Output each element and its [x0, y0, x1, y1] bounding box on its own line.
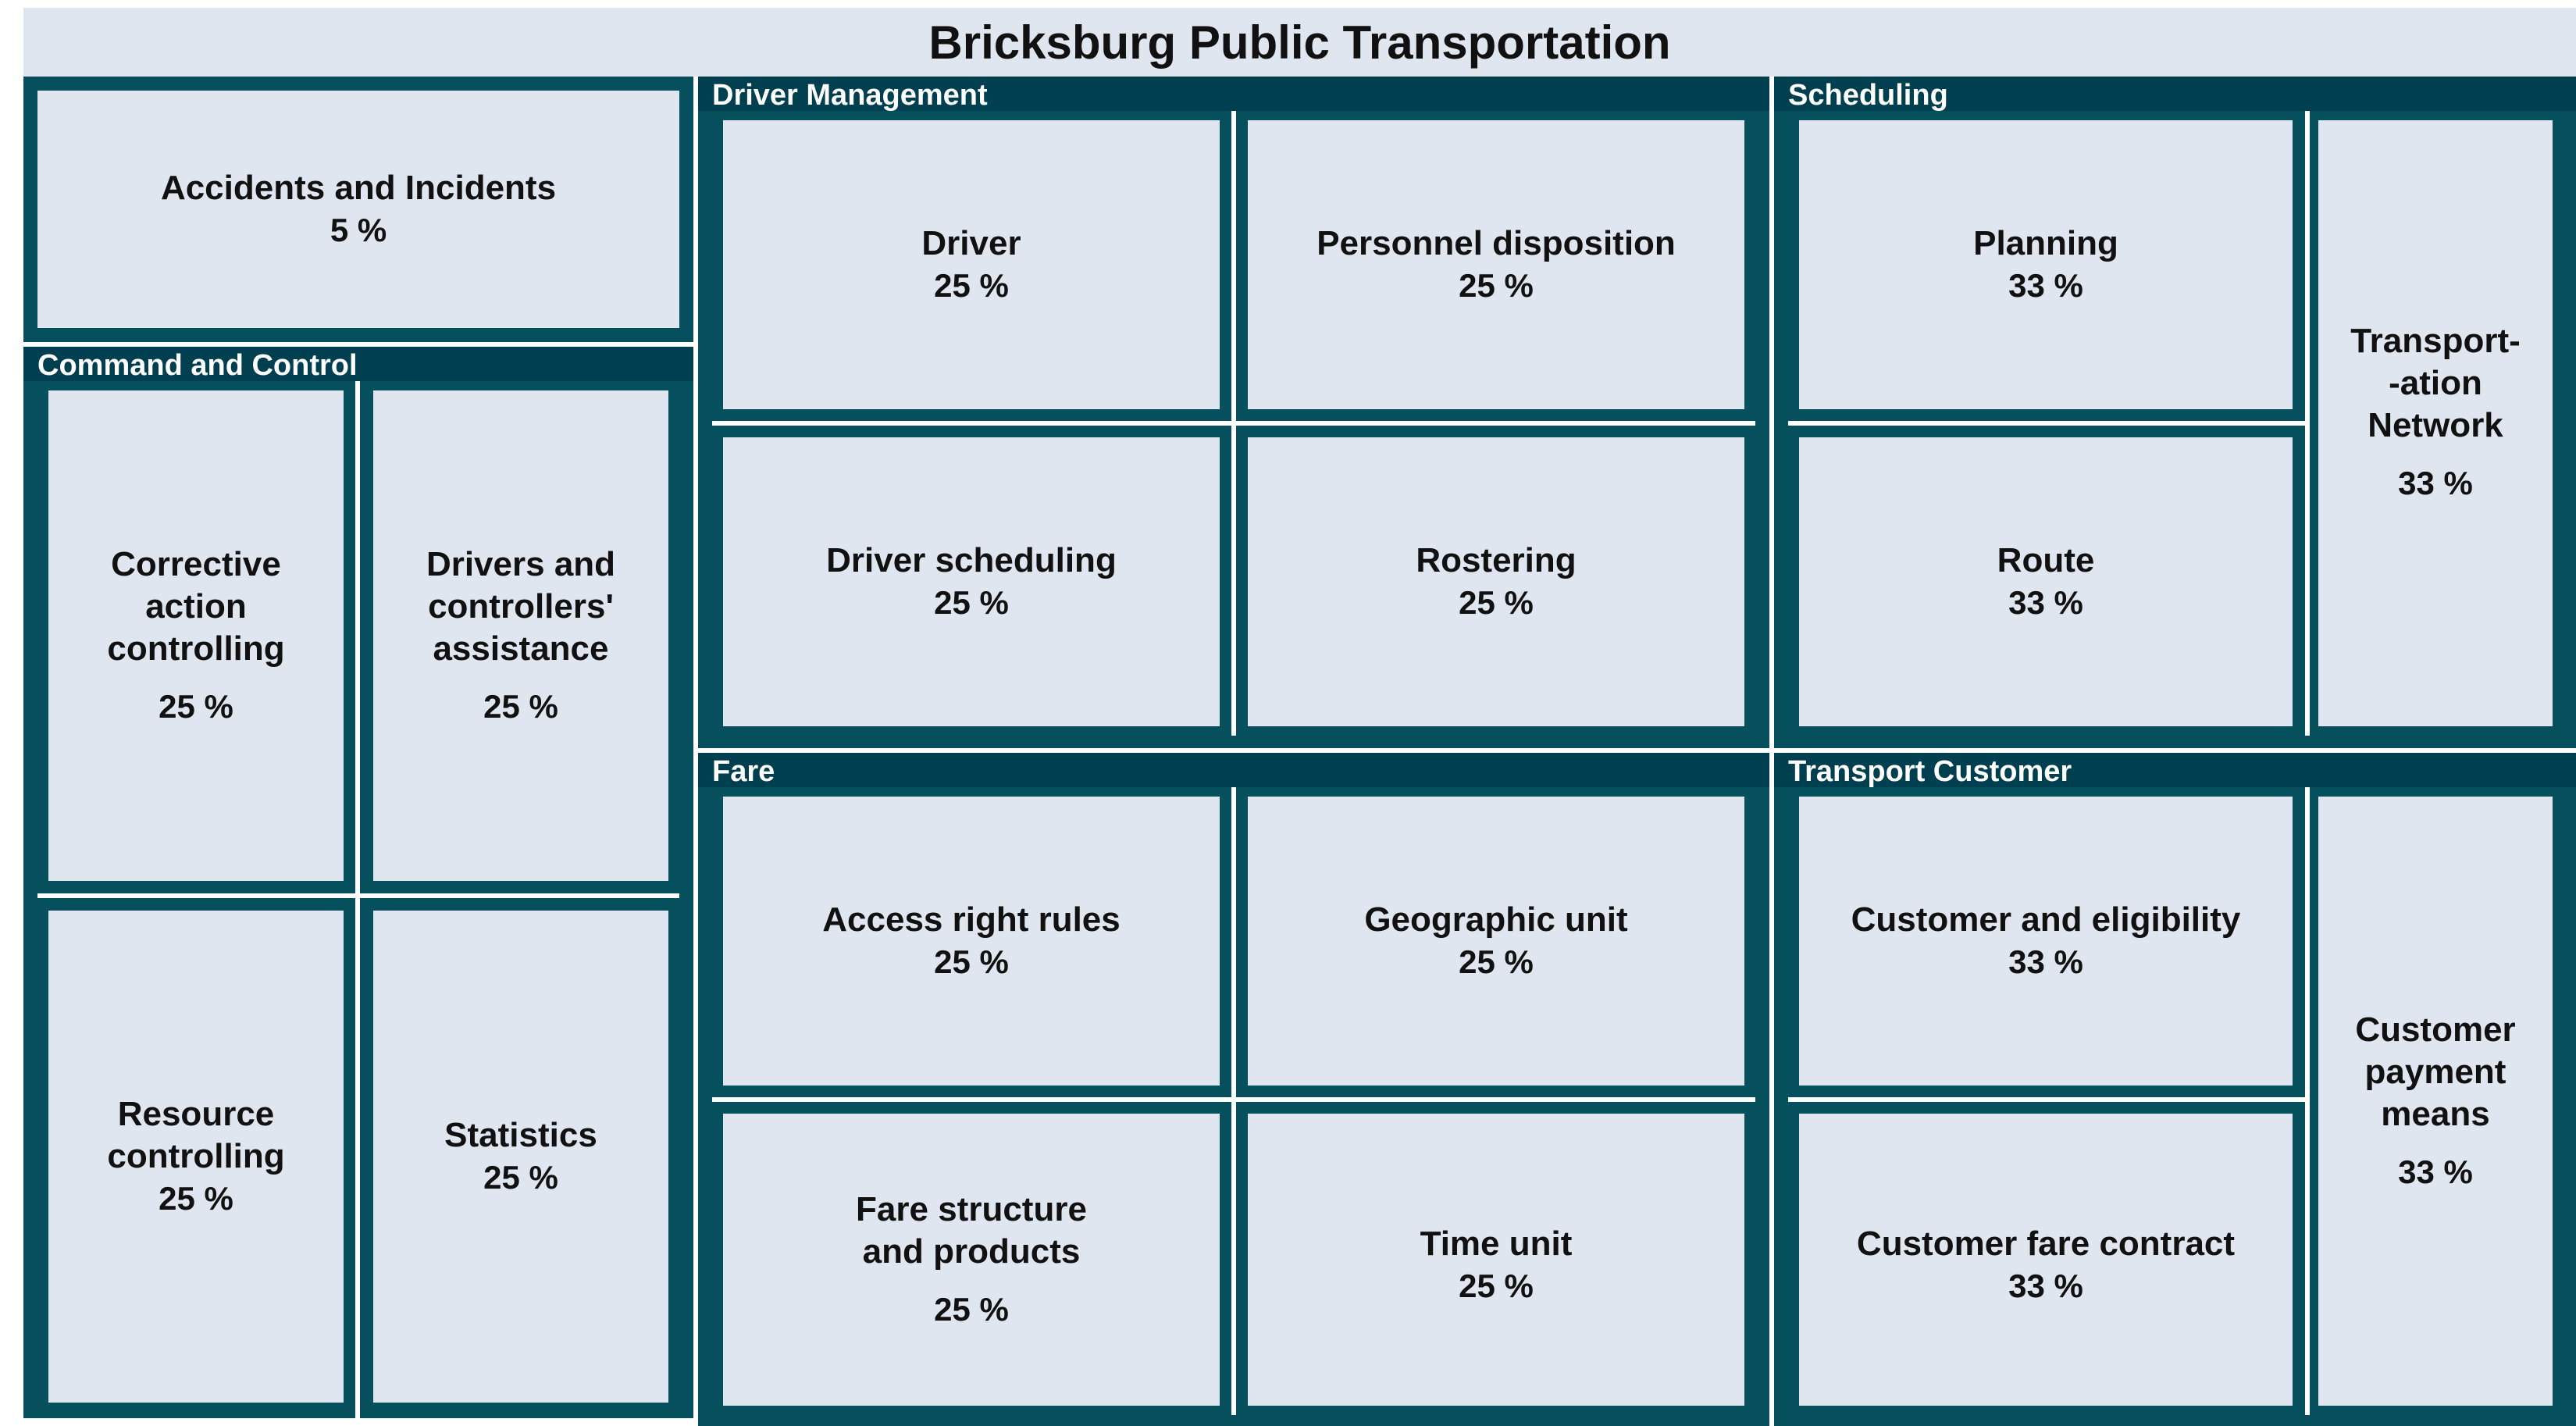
- tile-label: Rostering: [1416, 541, 1577, 579]
- tile-accidents-and-incidents: Accidents and Incidents 5 %: [37, 91, 679, 328]
- tile-label: Driver: [921, 224, 1021, 262]
- tile-value: 5 %: [330, 212, 387, 248]
- tile-rostering: Rostering 25 %: [1248, 437, 1744, 726]
- tile-value: 25 %: [1459, 1267, 1534, 1304]
- tile-label: Customer payment means: [2355, 1011, 2516, 1133]
- tile-label: Planning: [1973, 224, 2118, 262]
- tile-value: 25 %: [1459, 267, 1534, 304]
- group-separator: [693, 77, 698, 1426]
- tile-value: 25 %: [1459, 943, 1534, 980]
- tile-label: Customer fare contract: [1856, 1225, 2236, 1263]
- group-header: [1774, 77, 2576, 111]
- tile-customer-payment-means: Customer payment means 33 %: [2318, 797, 2553, 1406]
- tile-label: Driver scheduling: [826, 541, 1117, 579]
- group-separator: [698, 748, 2576, 753]
- group-separator: [23, 342, 693, 347]
- tile-route: Route 33 %: [1799, 437, 2293, 726]
- tile-value: 33 %: [2398, 465, 2473, 501]
- title-bar: Bricksburg Public Transportation: [23, 8, 2576, 77]
- tile-access-right-rules: Access right rules 25 %: [723, 797, 1220, 1086]
- tile-resource-controlling: Resource controlling 25 %: [48, 911, 344, 1403]
- group-header: [698, 77, 1769, 111]
- group-label-driver-management: Driver Management: [712, 79, 988, 112]
- tile-label: Statistics: [444, 1116, 597, 1154]
- tile-driver: Driver 25 %: [723, 120, 1220, 409]
- group-command-and-control: Command and Control Corrective action co…: [23, 347, 693, 1418]
- tile-customer-and-eligibility: Customer and eligibility 33 %: [1799, 797, 2293, 1086]
- tile-value: 25 %: [934, 584, 1009, 621]
- tile-value: 25 %: [483, 1159, 558, 1196]
- tile-customer-fare-contract: Customer fare contract 33 %: [1799, 1114, 2293, 1406]
- tile-value: 25 %: [934, 1291, 1009, 1328]
- tile-label: Customer and eligibility: [1851, 900, 2241, 939]
- tile-statistics: Statistics 25 %: [373, 911, 668, 1403]
- tile-label: Accidents and Incidents: [160, 169, 557, 207]
- tile-planning: Planning 33 %: [1799, 120, 2293, 409]
- tile-label: Access right rules: [822, 900, 1121, 939]
- tile-value: 25 %: [159, 1180, 233, 1217]
- tile-value: 25 %: [159, 688, 233, 725]
- tile-separator: [1788, 421, 2305, 426]
- tile-separator: [2305, 787, 2310, 1415]
- tile-label: Corrective action controlling: [107, 545, 285, 668]
- tile-label: Drivers and controllers' assistance: [426, 545, 616, 668]
- tile-value: 33 %: [2398, 1153, 2473, 1190]
- tile-label: Transport- -ation Network: [2350, 322, 2521, 444]
- tile-separator: [2305, 111, 2310, 736]
- group-label-scheduling: Scheduling: [1788, 79, 1948, 112]
- tile-time-unit: Time unit 25 %: [1248, 1114, 1744, 1406]
- tile-separator: [712, 1097, 1755, 1102]
- tile-label: Route: [1997, 541, 2095, 579]
- group-label-transport-customer: Transport Customer: [1788, 755, 2072, 788]
- group-header: [698, 753, 1769, 787]
- group-label-fare: Fare: [712, 755, 775, 788]
- tile-value: 33 %: [2008, 267, 2083, 304]
- tile-value: 25 %: [934, 943, 1009, 980]
- tile-fare-structure-and-products: Fare structure and products 25 %: [723, 1114, 1220, 1406]
- tile-value: 33 %: [2008, 1267, 2083, 1304]
- tile-geographic-unit: Geographic unit 25 %: [1248, 797, 1744, 1086]
- group-header: [23, 347, 693, 381]
- group-fare: Fare Access right rules 25 % Geographic …: [698, 753, 1769, 1426]
- tile-value: 25 %: [934, 267, 1009, 304]
- tile-personnel-disposition: Personnel disposition 25 %: [1248, 120, 1744, 409]
- tile-label: Time unit: [1420, 1225, 1573, 1263]
- tile-value: 33 %: [2008, 584, 2083, 621]
- tile-separator: [1788, 1097, 2305, 1102]
- tile-transportation-network: Transport- -ation Network 33 %: [2318, 120, 2553, 726]
- group-label-command-and-control: Command and Control: [37, 349, 358, 382]
- tile-separator: [712, 421, 1755, 426]
- tile-label: Personnel disposition: [1317, 224, 1676, 262]
- tile-label: Geographic unit: [1364, 900, 1628, 939]
- group-accidents: Accidents and Incidents 5 %: [23, 77, 693, 342]
- tile-corrective-action-controlling: Corrective action controlling 25 %: [48, 390, 344, 881]
- tile-label: Resource controlling: [107, 1095, 285, 1175]
- diagram-title: Bricksburg Public Transportation: [928, 16, 1671, 69]
- tile-separator: [355, 381, 360, 1418]
- tile-driver-scheduling: Driver scheduling 25 %: [723, 437, 1220, 726]
- tile-value: 33 %: [2008, 943, 2083, 980]
- tile-separator: [37, 893, 679, 898]
- group-driver-management: Driver Management Driver 25 % Personnel …: [698, 77, 1769, 748]
- group-transport-customer: Transport Customer Customer and eligibil…: [1774, 753, 2576, 1426]
- tile-value: 25 %: [483, 688, 558, 725]
- group-scheduling: Scheduling Planning 33 % Route 33 % Tran…: [1774, 77, 2576, 748]
- tile-label: Fare structure and products: [856, 1190, 1087, 1271]
- group-header: [1774, 753, 2576, 787]
- tile-drivers-and-controllers-assistance: Drivers and controllers' assistance 25 %: [373, 390, 668, 881]
- tile-value: 25 %: [1459, 584, 1534, 621]
